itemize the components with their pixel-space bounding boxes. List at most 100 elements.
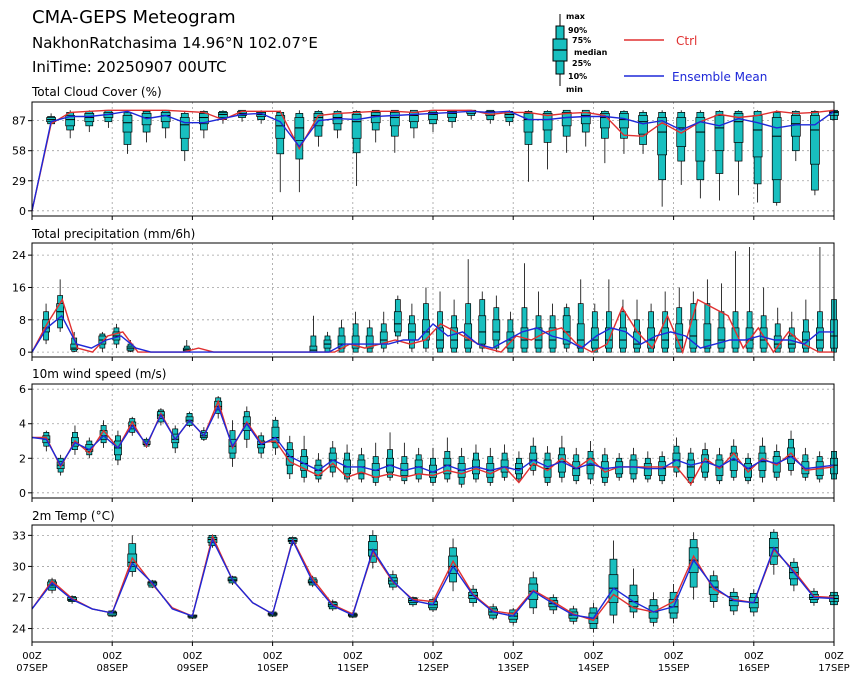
y-tick-label: 87 [12,115,26,128]
x-tick-hour: 00Z [343,651,363,662]
x-tick-hour: 00Z [503,651,523,662]
box-plot-mark [472,444,480,483]
box-plot-mark [443,437,452,483]
box-plot-mark [514,451,523,483]
box-plot-mark [638,110,648,154]
key-label-max: max [566,12,586,21]
legend-ctrl-label: Ctrl [676,34,697,48]
box-plot-mark [689,291,698,353]
box-plot-mark [529,437,538,476]
y-tick-label: 29 [12,175,26,188]
box-plot-mark [576,279,585,353]
box-plot-mark [801,447,810,481]
box-plot-mark [256,110,266,124]
box-plot-mark [633,299,641,353]
x-tick-date: 15SEP [658,663,689,674]
box-plot-mark [257,432,266,459]
box-plot-mark [486,447,495,486]
panel-frame [31,101,835,217]
box-plot-mark [179,111,190,162]
box-plot-mark [492,295,501,353]
y-tick-label: 0 [19,346,26,359]
y-tick-label: 58 [12,145,26,158]
ensemble-mean-line [31,404,835,473]
box-plot-mark [300,435,309,483]
x-tick-date: 10SEP [257,663,288,674]
x-tick-hour: 00Z [22,651,42,662]
box-plot-mark [686,447,695,486]
box-plot-mark [729,439,738,481]
key-label-p75: 75% [572,36,591,45]
box-plot-mark [657,110,667,207]
y-tick-label: 0 [19,205,26,218]
box-plot-mark [506,311,515,353]
box-plot-mark [218,110,228,124]
key-label-min: min [566,85,583,94]
box-plot-mark [771,110,782,206]
x-tick-date: 09SEP [177,663,208,674]
box-plot-mark [42,303,50,345]
ensemble-mean-line [31,314,834,353]
panel-title-precip: Total precipitation (mm/6h) [32,227,196,241]
box-plot-mark [675,287,684,353]
location-label: NakhonRatchasima 14.96°N 102.07°E [32,34,318,52]
box-plot-mark [309,315,318,353]
key-label-p90: 90% [568,26,587,35]
box-plot-mark [759,287,768,353]
box-plot-mark [733,110,744,196]
y-tick-label: 16 [12,281,26,294]
box-plot-mark [328,441,337,478]
box-plot-mark [586,441,595,485]
box-plot-mark [703,279,712,353]
x-tick-hour: 00Z [664,651,684,662]
x-tick-hour: 00Z [102,651,122,662]
x-tick-date: 12SEP [417,663,448,674]
box-plot-mark [478,291,487,353]
x-tick-date: 14SEP [578,663,609,674]
box-plot-mark [523,110,534,182]
y-tick-label: 30 [12,560,26,573]
box-plot-mark [790,110,801,162]
box-plot-mark [389,109,400,153]
box-plot-mark [629,447,638,483]
x-tick-hour: 00Z [183,651,203,662]
box-plot-mark [752,110,763,203]
box-plot-mark [323,331,332,353]
legend-area: max 90% 75% median 25% 10% min Ctrl Ense… [552,12,767,94]
x-tick-hour: 00Z [423,651,443,662]
box-plot-mark [332,110,343,139]
box-plot-mark [414,447,423,483]
box-plot-mark [676,110,687,185]
box-plot-mark [450,299,458,353]
series-legend: Ctrl Ensemble Mean [624,34,767,84]
box-plot-mark [42,430,51,452]
box-plot-mark [141,110,152,143]
box-plot-mark [457,447,466,488]
x-tick-date: 11SEP [337,663,368,674]
ensemble-mean-line [31,110,835,211]
panel-temp: 24 27 30 33 [12,524,839,646]
box-plot-mark [600,447,609,486]
box-plot-mark [590,303,599,353]
box-plot-mark [714,110,725,201]
box-plot-mark [672,437,681,478]
y-tick-label: 33 [12,529,26,542]
panel-title-wind: 10m wind speed (m/s) [32,367,167,381]
box-plot-mark [160,109,171,139]
box-plot-mark [608,540,619,624]
x-tick-hour: 00Z [824,651,844,662]
panel-wind: 0 2 4 6 [19,383,838,502]
key-label-p25: 25% [572,59,591,68]
box-plot-mark [199,110,209,139]
box-plot-mark [122,110,133,154]
box-plot-mark [84,110,95,133]
y-tick-label: 24 [12,623,26,636]
panel-title-cloud: Total Cloud Cover (%) [32,85,162,99]
box-plot-mark [534,291,543,353]
box-plot-mark [393,295,402,345]
box-plot-mark [379,311,388,353]
box-key: max 90% 75% median 25% 10% min [552,12,608,94]
y-tick-label: 2 [19,452,26,465]
box-plot-mark [619,110,629,154]
